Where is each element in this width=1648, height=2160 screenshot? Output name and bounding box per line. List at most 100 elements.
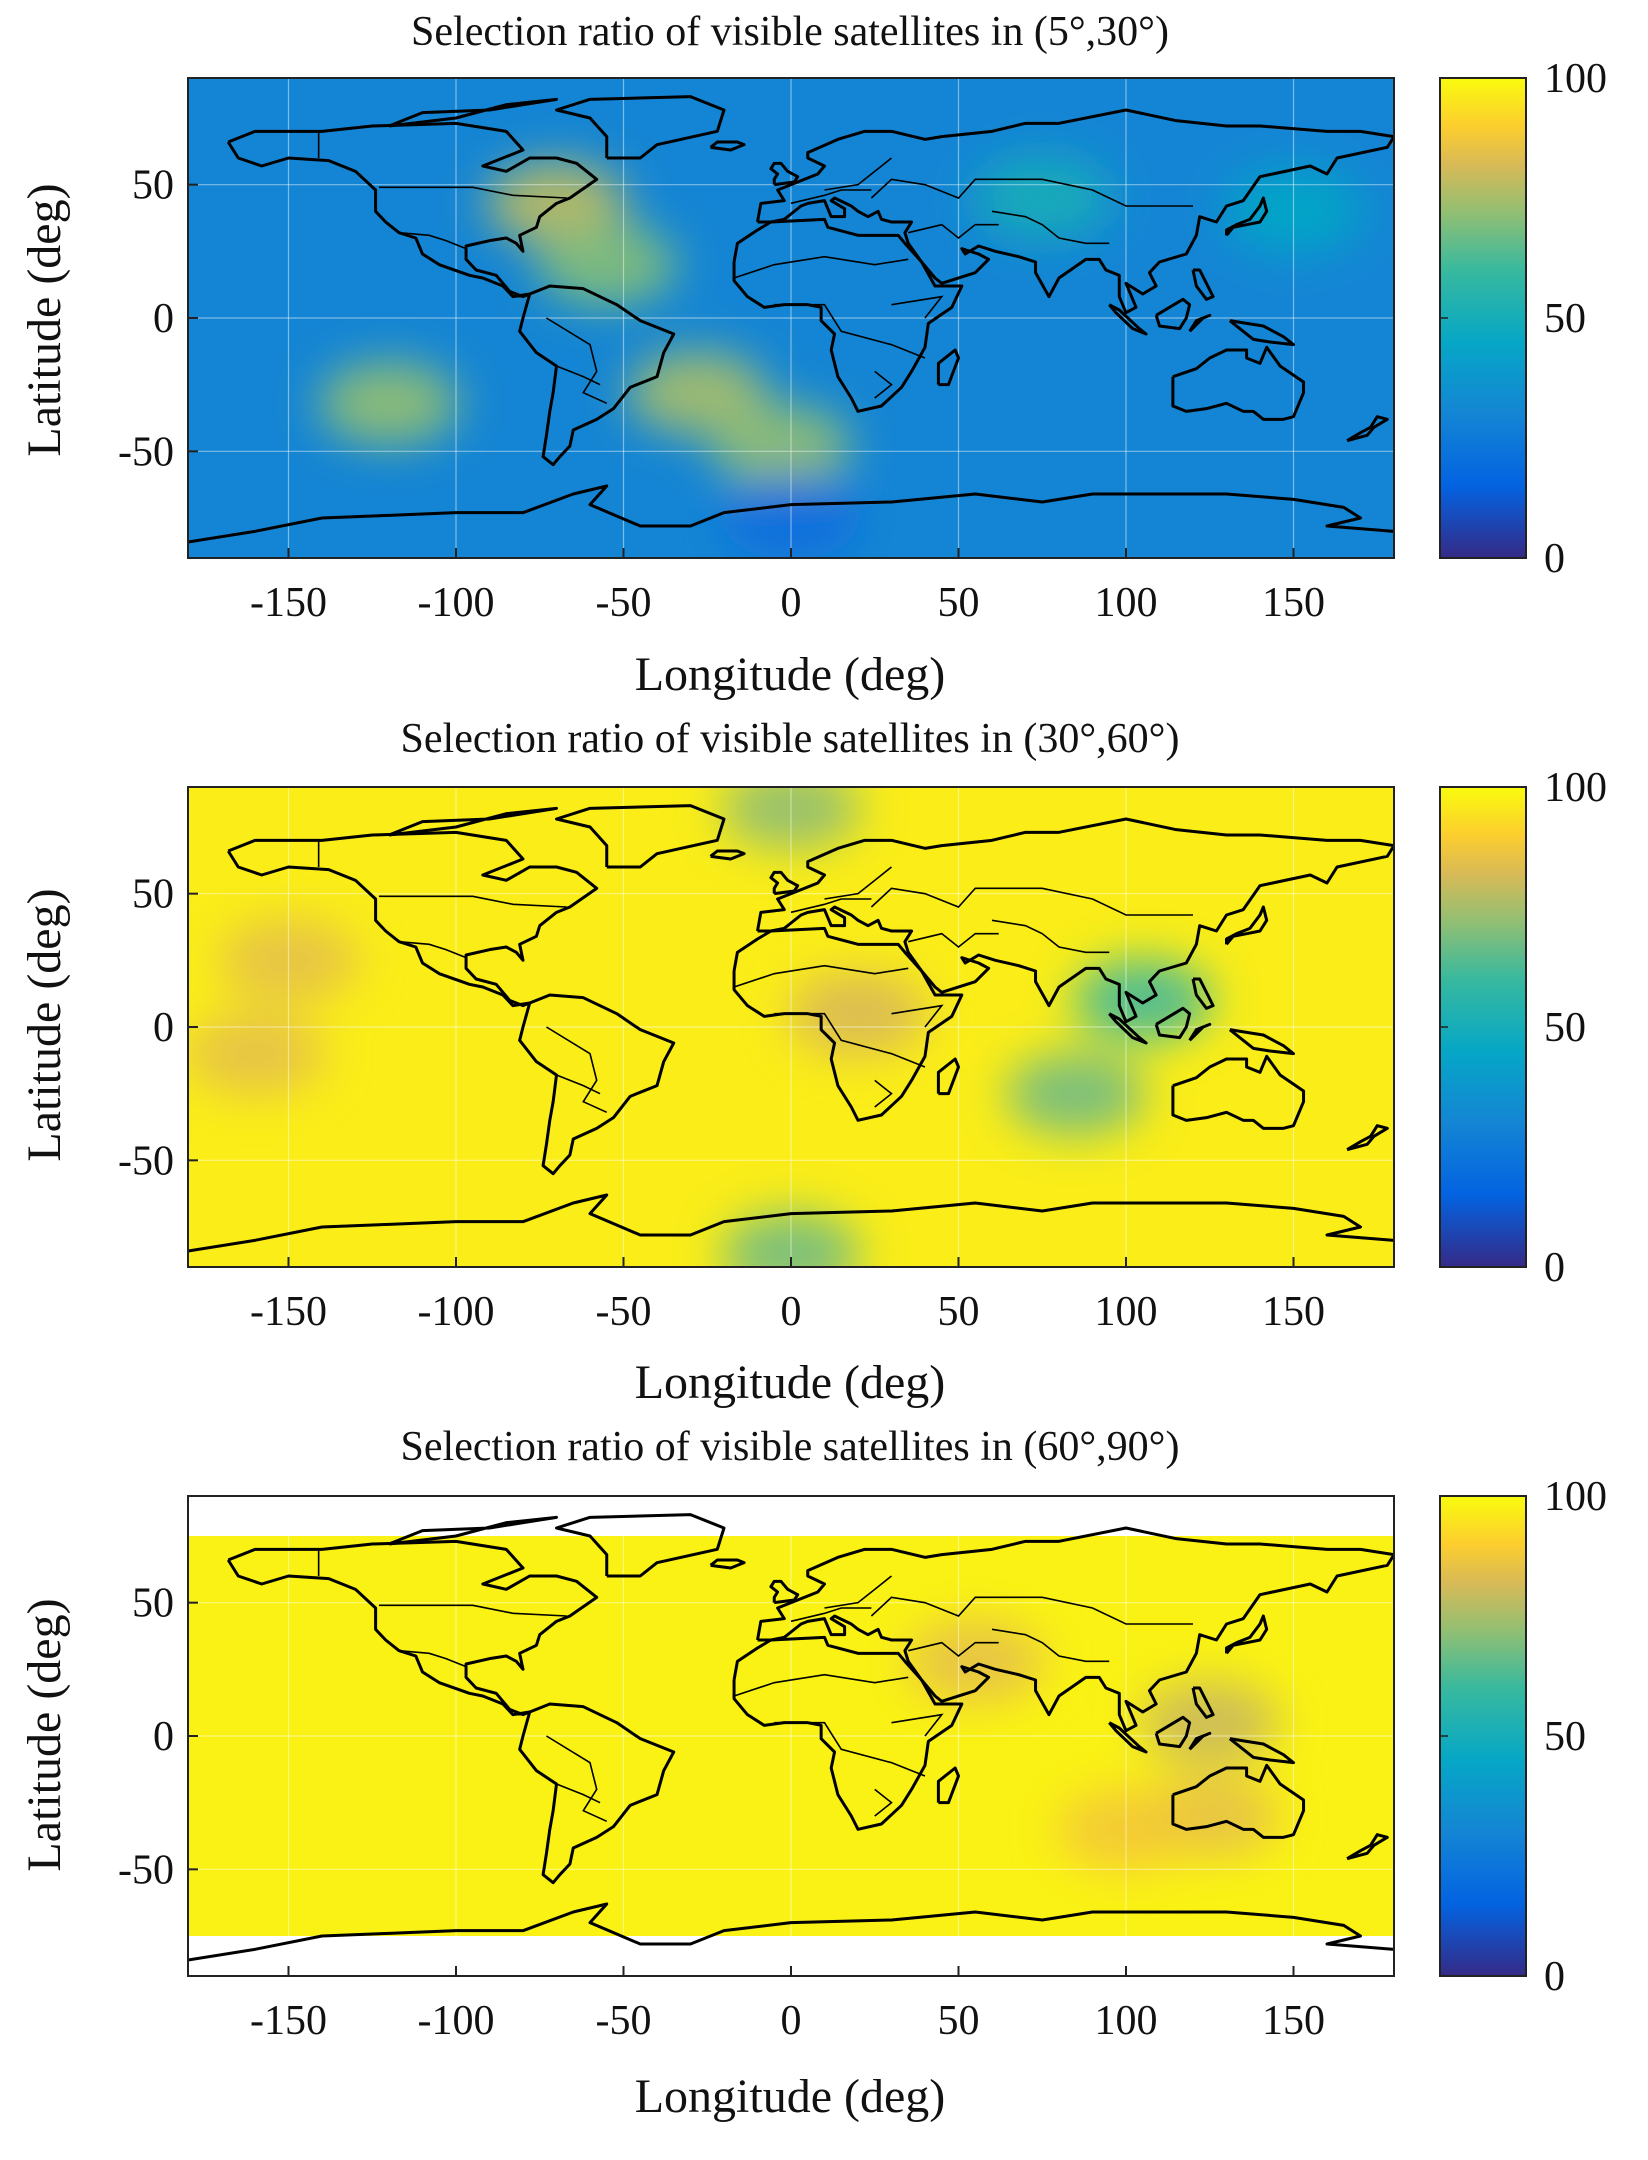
coastline-new-zealand [1346, 415, 1389, 443]
chart-panel-2: Selection ratio of visible satellites in… [18, 716, 1607, 1409]
x-tick-label: 0 [781, 580, 802, 626]
colorbar: 100 50 0 [1439, 56, 1607, 582]
y-tick-label: 0 [153, 1005, 174, 1051]
x-tick-label: -150 [250, 1289, 327, 1335]
y-tick-label: -50 [118, 1847, 174, 1893]
coastline-arctic-islands [388, 1515, 558, 1546]
coastlines [188, 804, 1394, 1253]
heatmap-area [188, 1496, 1394, 1976]
coastline-uk [769, 1579, 800, 1605]
colorbar-tick-label: 50 [1544, 1714, 1586, 1760]
coastline-sumatra [1108, 303, 1148, 336]
coastlines [188, 95, 1394, 544]
colorbar-tick-label: 50 [1544, 1005, 1586, 1051]
x-tick-label: -50 [596, 580, 652, 626]
coastline-borneo [1154, 297, 1192, 331]
coastline-new-guinea [1228, 1737, 1295, 1765]
coastline-borneo [1154, 1006, 1192, 1040]
coastline-antarctica [188, 1193, 1394, 1253]
chart-panel-3: Selection ratio of visible satellites in… [18, 1424, 1607, 2123]
coastline-iceland [709, 140, 746, 152]
colorbar-tick-label: 0 [1544, 1954, 1565, 2000]
coastline-indonesia-east [1188, 1022, 1212, 1042]
coastline-eurasia [756, 817, 1394, 1024]
coastline-greenland [555, 95, 726, 160]
coastline-south-america [518, 284, 676, 467]
coastline-australia [1171, 345, 1306, 421]
heatmap-region-antarctic-band [721, 1211, 861, 1267]
colorbar-tick-label: 0 [1544, 1245, 1565, 1291]
coastlines [188, 1513, 1394, 1962]
x-axis-label: Longitude (deg) [635, 648, 946, 701]
coastline-arctic-islands [388, 97, 558, 128]
chart-title: Selection ratio of visible satellites in… [401, 1424, 1180, 1470]
coastline-africa [732, 217, 964, 413]
coastline-madagascar [936, 1057, 960, 1096]
coastline-south-america [518, 1702, 676, 1885]
coastline-sumatra [1108, 1721, 1148, 1754]
y-axis-label: Latitude (deg) [18, 183, 71, 456]
heatmap-region-central-asia [972, 156, 1113, 240]
coastline-new-guinea [1228, 1028, 1295, 1056]
coastline-australia [1171, 1054, 1306, 1130]
y-tick-label: 50 [132, 163, 174, 209]
coastline-new-guinea [1228, 319, 1295, 347]
coastline-greenland [555, 1513, 726, 1578]
y-tick-label: -50 [118, 429, 174, 475]
coastline-africa [732, 926, 964, 1122]
y-tick-label: 50 [132, 872, 174, 918]
x-tick-label: 0 [781, 1998, 802, 2044]
x-tick-label: 150 [1262, 580, 1325, 626]
heatmap-region-africa [788, 971, 928, 1056]
x-tick-label: 50 [938, 1998, 980, 2044]
heatmap-region-east-asia [1223, 169, 1364, 254]
coastline-philippines [1191, 1686, 1215, 1719]
chart-title: Selection ratio of visible satellites in… [401, 716, 1180, 762]
x-tick-label: 150 [1262, 1289, 1325, 1335]
coastline-north-america [226, 121, 599, 299]
heatmap-region-south-atlantic-east [710, 404, 851, 488]
coastline-north-america [226, 830, 599, 1008]
coastline-iceland [709, 849, 746, 861]
heatmap-region-south-pacific [319, 361, 459, 446]
heatmap-region-south-atlantic [627, 350, 768, 435]
coastline-antarctica [188, 1902, 1394, 1962]
coastline-indonesia-east [1188, 1731, 1212, 1751]
x-axis-label: Longitude (deg) [635, 1356, 946, 1409]
y-axis-label: Latitude (deg) [18, 1598, 71, 1871]
chart-panel-1: Selection ratio of visible satellites in… [18, 9, 1607, 701]
coastline-north-america [226, 1539, 599, 1717]
coastline-africa [732, 1635, 964, 1831]
heatmap-region-south-pacific [188, 1011, 325, 1096]
coastline-borneo [1154, 1715, 1192, 1749]
heatmap-region-north-arctic-band [721, 787, 861, 851]
heatmap-region-southeast-asia [1072, 958, 1213, 1043]
colorbar-tick-label: 100 [1544, 56, 1607, 102]
coastline-eurasia [756, 1526, 1394, 1733]
x-tick-label: -100 [418, 580, 495, 626]
coastline-south-america [518, 993, 676, 1176]
coastline-antarctica [188, 484, 1394, 544]
heatmap-area [188, 787, 1394, 1267]
colorbar-gradient [1439, 77, 1527, 559]
heatmap-region-indian-ocean [1005, 1051, 1146, 1136]
x-tick-label: 100 [1095, 580, 1158, 626]
coastline-iceland [709, 1558, 746, 1570]
x-tick-label: -150 [250, 1998, 327, 2044]
coastline-madagascar [936, 348, 960, 387]
colorbar-gradient [1439, 1495, 1527, 1977]
heatmap-region-north-pacific [218, 918, 359, 1003]
coastline-japan [1225, 1614, 1269, 1655]
y-tick-label: 50 [132, 1581, 174, 1627]
colorbar-tick-label: 100 [1544, 765, 1607, 811]
y-axis-label: Latitude (deg) [18, 888, 71, 1161]
coastline-greenland [555, 804, 726, 869]
x-tick-label: 0 [781, 1289, 802, 1335]
coastline-japan [1225, 196, 1269, 237]
x-axis-label: Longitude (deg) [635, 2070, 946, 2123]
coastline-new-zealand [1346, 1124, 1389, 1152]
heatmap-region-southern-ocean [721, 476, 861, 558]
colorbar-tick-label: 0 [1544, 536, 1565, 582]
coastline-uk [769, 161, 800, 187]
